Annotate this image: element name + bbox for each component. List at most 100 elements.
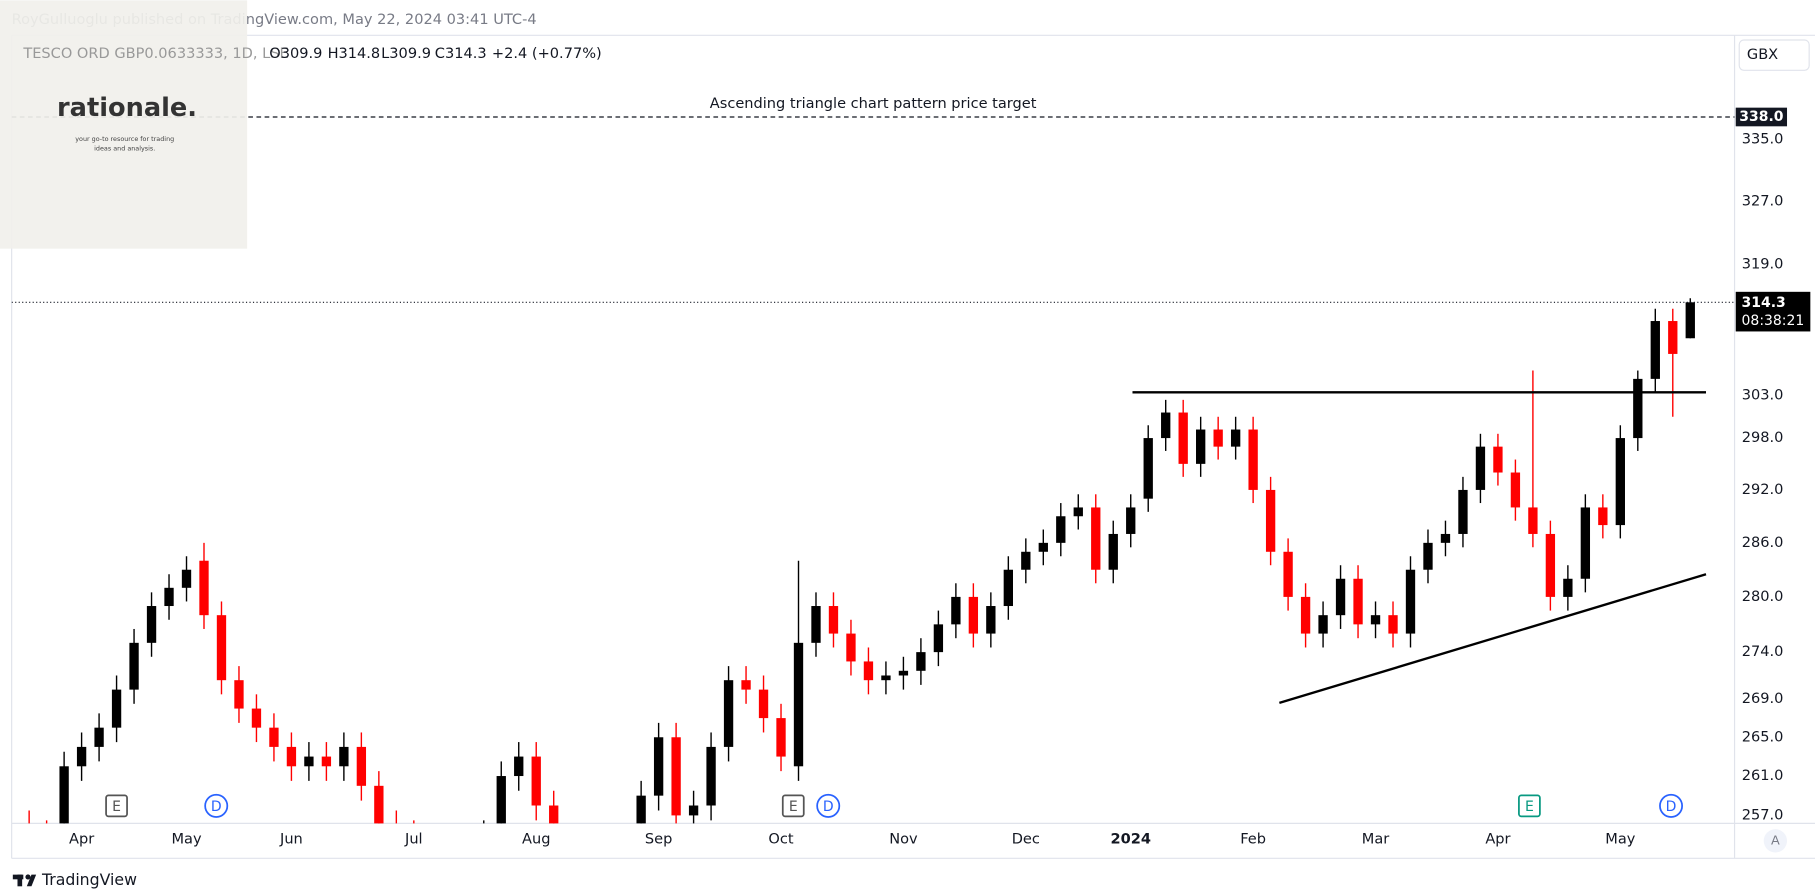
candle-body bbox=[881, 675, 891, 681]
event-label: D bbox=[211, 799, 222, 815]
x-tick-label: Jun bbox=[279, 831, 303, 848]
y-tick-label: 274.0 bbox=[1742, 643, 1784, 660]
candle-body bbox=[1650, 321, 1660, 379]
y-tick-label: 303.0 bbox=[1742, 387, 1784, 404]
brand: TradingView bbox=[41, 870, 137, 889]
candle-body bbox=[1213, 429, 1223, 447]
currency-button[interactable] bbox=[1738, 39, 1810, 71]
x-tick-label: Mar bbox=[1362, 831, 1389, 848]
symbol: TESCO ORD GBP0.0633333, 1D, LSE bbox=[22, 45, 288, 62]
candle-body bbox=[1458, 489, 1468, 534]
candle-body bbox=[496, 776, 506, 824]
y-tick-label: 335.0 bbox=[1742, 131, 1784, 148]
candle-body bbox=[1528, 507, 1538, 534]
countdown: 08:38:21 bbox=[1742, 313, 1805, 329]
change: +2.4 (+0.77%) bbox=[492, 45, 602, 62]
event-badge bbox=[1659, 793, 1683, 818]
x-tick-label: Oct bbox=[768, 831, 793, 848]
candle-body bbox=[251, 708, 262, 728]
x-tick-label: Apr bbox=[1485, 831, 1510, 848]
target-annotation: Ascending triangle chart pattern price t… bbox=[710, 95, 1037, 112]
y-tick-label: 327.0 bbox=[1742, 192, 1784, 209]
event-label: D bbox=[1666, 799, 1677, 815]
trendline bbox=[1279, 573, 1707, 704]
candle-body bbox=[1265, 489, 1276, 552]
x-tick-label: May bbox=[1605, 831, 1635, 848]
candle-body bbox=[1196, 429, 1206, 464]
candle-body bbox=[793, 642, 804, 767]
candle-body bbox=[234, 680, 244, 709]
x-tick-label: 2024 bbox=[1110, 831, 1151, 848]
logo-box bbox=[0, 0, 248, 249]
candle-body bbox=[1248, 429, 1258, 490]
candle-body bbox=[111, 689, 122, 728]
ohlc-high: H314.8 bbox=[328, 45, 381, 62]
event-label: E bbox=[1525, 799, 1534, 815]
candle-body bbox=[636, 795, 646, 824]
event-label: E bbox=[789, 799, 798, 815]
y-tick-label: 286.0 bbox=[1742, 534, 1784, 551]
candle-body bbox=[653, 737, 664, 796]
candle-body bbox=[1126, 507, 1136, 534]
currency: GBX bbox=[1747, 46, 1778, 63]
candle-body bbox=[1493, 446, 1503, 473]
candle-body bbox=[1283, 551, 1293, 597]
logo-tagline: your go-to resource for trading bbox=[75, 135, 174, 143]
event-badge bbox=[204, 793, 229, 818]
candle-body bbox=[1161, 412, 1171, 439]
candle-body bbox=[76, 746, 87, 767]
plot bbox=[11, 116, 1735, 824]
candle-body bbox=[846, 633, 856, 662]
candle-body bbox=[181, 569, 192, 588]
candle-body bbox=[1370, 615, 1381, 625]
event-badge bbox=[1518, 794, 1541, 818]
y-tick-label: 319.0 bbox=[1742, 255, 1784, 272]
x-tick-label: Dec bbox=[1012, 831, 1040, 848]
x-tick-label: Sep bbox=[645, 831, 672, 848]
candle-body bbox=[776, 718, 786, 757]
candle-body bbox=[828, 606, 839, 634]
ohlc-close: C314.3 bbox=[435, 45, 487, 62]
event-label: D bbox=[823, 799, 834, 815]
y-tick-label: 269.0 bbox=[1742, 690, 1784, 707]
candle-body bbox=[671, 737, 681, 816]
target-price-label: 338.0 bbox=[1739, 109, 1783, 125]
candle-body bbox=[968, 596, 979, 634]
target-price-box bbox=[1735, 107, 1788, 127]
auto-scale-button[interactable] bbox=[1763, 829, 1788, 853]
candle-body bbox=[986, 606, 996, 634]
candle-body bbox=[304, 756, 314, 767]
event-badge bbox=[816, 793, 841, 818]
candle-body bbox=[1563, 578, 1573, 597]
x-tick-label: Feb bbox=[1240, 831, 1266, 848]
x-tick-label: Jul bbox=[404, 831, 423, 848]
candle-body bbox=[1073, 507, 1083, 517]
candle-body bbox=[199, 560, 209, 616]
y-tick-label: 257.0 bbox=[1742, 806, 1784, 823]
candle-body bbox=[1143, 438, 1153, 499]
candle-body bbox=[688, 805, 699, 816]
y-tick-label: 261.0 bbox=[1742, 767, 1784, 784]
candle-body bbox=[1038, 542, 1048, 552]
candle-body bbox=[129, 642, 139, 690]
candle-body bbox=[741, 680, 751, 690]
candle-body bbox=[531, 756, 541, 806]
candle-body bbox=[1475, 446, 1486, 490]
auto-scale-label: A bbox=[1771, 833, 1780, 848]
x-tick-label: Nov bbox=[889, 831, 918, 848]
candle-body bbox=[1230, 429, 1241, 447]
candle-body bbox=[863, 661, 874, 681]
candle-body bbox=[1405, 569, 1416, 634]
candle-body bbox=[1318, 615, 1328, 634]
candle-body bbox=[933, 624, 944, 653]
candle-body bbox=[1510, 472, 1521, 508]
x-tick-label: Aug bbox=[522, 831, 550, 848]
candle-body bbox=[514, 756, 524, 777]
candle-body bbox=[898, 670, 909, 676]
candle-body bbox=[374, 785, 384, 824]
candle-body bbox=[758, 689, 769, 719]
candle-body bbox=[1545, 533, 1556, 597]
candle-body bbox=[951, 596, 961, 625]
